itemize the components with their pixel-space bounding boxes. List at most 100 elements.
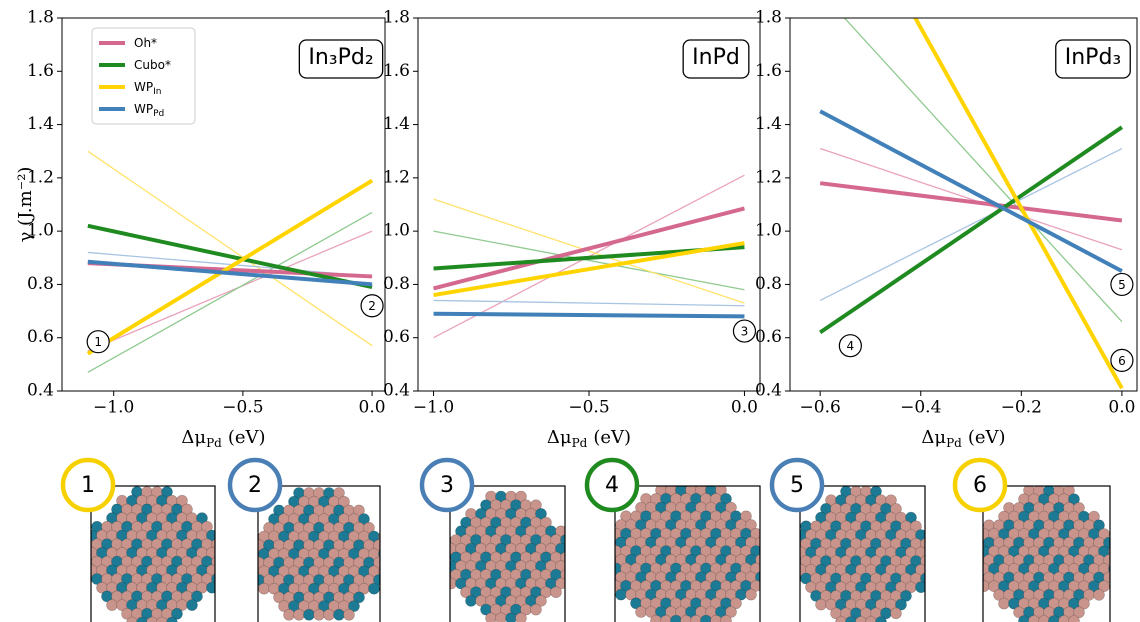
thin-line <box>87 211 373 373</box>
particle-badge <box>227 457 283 513</box>
x-tick-label: −0.5 <box>568 398 609 418</box>
atom <box>373 574 380 586</box>
atom <box>920 555 925 567</box>
y-tick-label: 0.6 <box>755 327 782 347</box>
thin-line <box>819 147 1123 301</box>
atom <box>495 612 507 622</box>
atom <box>373 556 380 569</box>
legend-label: WPIn <box>134 80 161 97</box>
atom <box>890 503 902 515</box>
y-tick-label: 1.0 <box>755 221 782 241</box>
atom <box>211 556 215 568</box>
line <box>86 178 374 356</box>
atom <box>870 486 882 498</box>
atom <box>1103 571 1110 584</box>
atom <box>1073 606 1085 619</box>
atom <box>855 616 867 622</box>
atom <box>1093 589 1105 601</box>
y-axis-label: γ (J.m⁻²) <box>15 167 36 243</box>
atom <box>550 586 562 599</box>
x-label-main: Δμ <box>921 427 946 448</box>
legend-name: Oh* <box>134 36 157 50</box>
particle-image <box>450 490 565 622</box>
x-label-unit: (eV) <box>593 427 631 448</box>
atom <box>755 571 760 583</box>
x-axis-label: ΔμPd (eV) <box>921 427 1005 450</box>
y-tick-label: 1.6 <box>27 61 54 81</box>
particle-badge <box>769 457 825 513</box>
atom <box>1063 486 1075 497</box>
annotation: 6 <box>1118 354 1126 368</box>
atom <box>303 608 315 621</box>
atom <box>450 577 457 590</box>
panel-label-box <box>682 39 750 79</box>
atom <box>915 581 925 593</box>
particle-label: 4 <box>605 473 619 498</box>
atom <box>465 595 477 607</box>
atom <box>560 534 565 546</box>
panel-label-box <box>1055 39 1131 79</box>
atom <box>323 608 335 621</box>
line <box>433 206 745 291</box>
x-tick-label: −0.2 <box>1001 398 1042 418</box>
panel-label: In₃Pd₂ <box>308 45 373 70</box>
atom <box>845 616 857 622</box>
atom <box>702 486 710 488</box>
axes-frame <box>417 17 761 392</box>
atom <box>895 598 907 611</box>
atom <box>900 590 912 602</box>
atom <box>530 603 542 616</box>
atom <box>555 525 565 538</box>
y-tick-label: 1.2 <box>27 167 54 187</box>
y-tick-label: 1.6 <box>383 61 410 81</box>
y-tick-label: 0.4 <box>755 381 782 401</box>
atom <box>998 597 1010 610</box>
atom <box>206 581 215 594</box>
axes-frame <box>61 17 386 392</box>
thin-line <box>433 299 745 307</box>
atom <box>875 616 887 622</box>
x-label-unit: (eV) <box>968 427 1006 448</box>
annotation-circle <box>360 294 384 318</box>
atom <box>353 504 365 517</box>
atom <box>348 600 360 612</box>
line <box>913 18 1124 390</box>
y-tick-label: 0.6 <box>383 327 410 347</box>
panel-label-box <box>298 39 384 79</box>
legend-label: WPPd <box>134 102 164 119</box>
line <box>433 241 745 298</box>
annotation: 2 <box>368 299 376 313</box>
annotation-circle <box>1110 272 1134 297</box>
atom <box>1078 597 1090 610</box>
atom <box>662 486 670 488</box>
particle-image <box>800 486 925 622</box>
x-label-sub: Pd <box>206 436 222 450</box>
thin-line <box>87 150 373 347</box>
atom <box>755 554 760 566</box>
line <box>819 125 1124 335</box>
y-tick-label: 0.4 <box>383 381 410 401</box>
particle-image <box>983 486 1110 622</box>
y-tick-label: 1.2 <box>383 167 410 187</box>
thin-line <box>433 230 745 291</box>
particle-frame <box>982 485 1111 622</box>
atom <box>191 590 203 603</box>
atom <box>206 564 215 577</box>
x-tick-label: −0.5 <box>222 398 263 418</box>
atom <box>206 529 215 542</box>
atom <box>890 607 902 620</box>
atom <box>720 493 732 505</box>
atom <box>745 519 757 531</box>
particle-label: 5 <box>790 473 804 498</box>
x-tick-label: 0.0 <box>1108 398 1135 418</box>
atom <box>535 508 547 520</box>
x-tick-label: 0.0 <box>731 398 758 418</box>
atom <box>920 537 925 550</box>
particle-badge <box>952 457 1008 513</box>
line <box>87 223 373 290</box>
atom <box>920 572 925 585</box>
particle-image <box>91 486 215 622</box>
atom <box>540 516 552 529</box>
legend-name: Cubo* <box>134 58 171 72</box>
atom <box>171 607 183 620</box>
